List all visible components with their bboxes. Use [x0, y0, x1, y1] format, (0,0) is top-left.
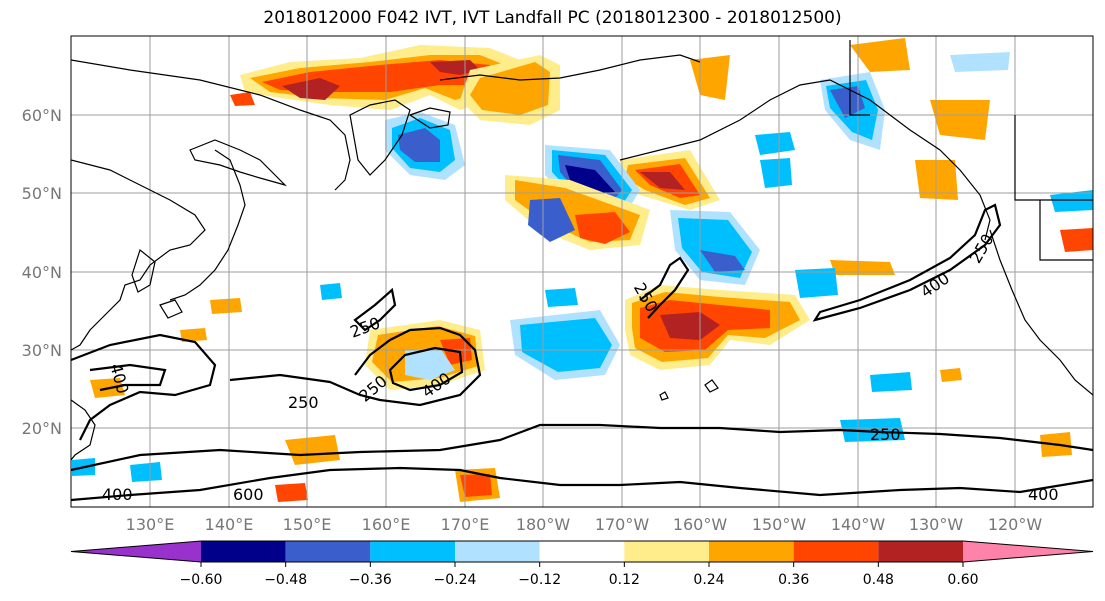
colorbar-segment	[624, 541, 709, 562]
longitude-labels: 130°E 140°E 150°E 160°E 170°E 180°W 170°…	[126, 515, 1043, 534]
map-title: 2018012000 F042 IVT, IVT Landfall PC (20…	[263, 8, 842, 28]
lat-label: 20°N	[22, 419, 62, 438]
colorbar-tick-label: −0.12	[518, 572, 561, 588]
colorbar-segment	[793, 541, 879, 562]
map-frame	[70, 35, 1094, 508]
lon-label: 180°W	[516, 515, 571, 534]
lon-label: 140°W	[831, 515, 886, 534]
lon-label: 120°W	[988, 515, 1043, 534]
lon-label: 160°E	[362, 515, 411, 534]
contour-label: 400	[102, 485, 133, 504]
ivt-anomaly-shading	[72, 38, 1093, 502]
colorbar-segment	[71, 541, 201, 562]
lon-label: 170°E	[441, 515, 490, 534]
colorbar-tick-label: −0.48	[264, 572, 307, 588]
colorbar-tick-label: 0.48	[863, 572, 894, 588]
colorbar-segment	[878, 541, 963, 562]
colorbar-segment	[285, 541, 371, 562]
lon-label: 160°W	[673, 515, 728, 534]
colorbar-tick-label: 0.60	[947, 572, 978, 588]
colorbar-segment	[455, 541, 540, 562]
lon-label: 150°W	[752, 515, 807, 534]
colorbar-tick-label: −0.36	[349, 572, 392, 588]
contour-label: 250	[870, 425, 901, 444]
lon-label: 140°E	[205, 515, 254, 534]
colorbar-segment	[709, 541, 794, 562]
lon-label: 150°E	[283, 515, 332, 534]
lat-label: 60°N	[22, 106, 62, 125]
contour-label: 400	[1028, 485, 1059, 504]
colorbar	[70, 540, 1094, 563]
lat-label: 30°N	[22, 341, 62, 360]
lat-label: 40°N	[22, 263, 62, 282]
colorbar-segment	[201, 541, 286, 562]
colorbar-ticks: −0.60 −0.48 −0.36 −0.24 −0.12 0.12 0.24 0.36 0.4…	[180, 562, 979, 588]
lon-label: 170°W	[595, 515, 650, 534]
colorbar-tick-label: −0.60	[180, 572, 223, 588]
lat-label: 50°N	[22, 184, 62, 203]
ivt-contours	[71, 203, 1093, 502]
colorbar-segment	[370, 541, 455, 562]
colorbar-tick-label: −0.24	[434, 572, 477, 588]
colorbar-tick-label: 0.12	[609, 572, 640, 588]
colorbar-segment	[539, 541, 625, 562]
contour-label: 250	[288, 393, 319, 412]
colorbar-tick-label: 0.24	[693, 572, 724, 588]
colorbar-tick-label: 0.36	[778, 572, 809, 588]
lon-label: 130°W	[909, 515, 964, 534]
contour-label: 600	[233, 485, 264, 504]
latitude-labels: 60°N 50°N 40°N 30°N 20°N	[22, 106, 62, 438]
colorbar-segment	[963, 541, 1093, 562]
coastlines	[71, 40, 1093, 461]
lon-label: 130°E	[126, 515, 175, 534]
